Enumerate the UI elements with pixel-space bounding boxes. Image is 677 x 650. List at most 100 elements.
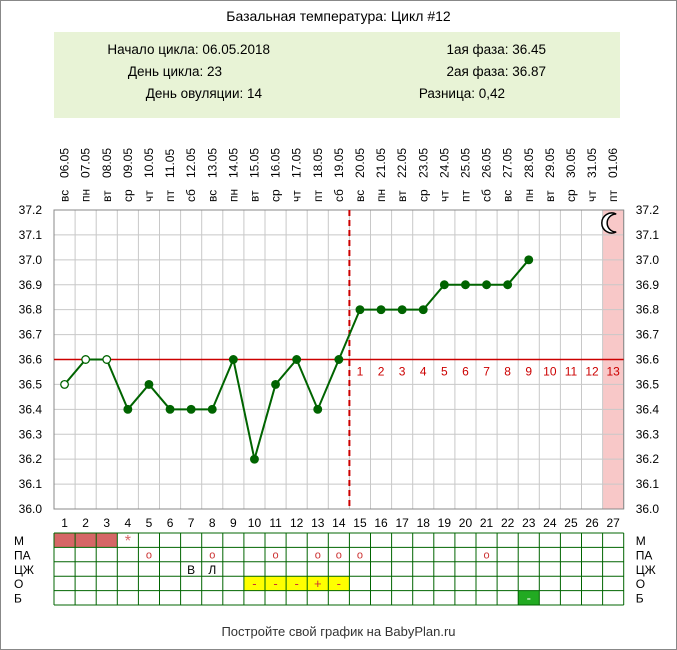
y-tick-label-right: 36.9 (636, 278, 660, 292)
day-number-label: 10 (248, 516, 262, 530)
y-tick-label-right: 36.4 (636, 402, 660, 416)
luteal-day-label: 9 (525, 365, 532, 379)
date-label: 30.05 (564, 148, 578, 178)
date-label: 20.05 (353, 148, 367, 178)
day-number-label: 2 (82, 516, 89, 530)
weekday-label: ср (416, 189, 430, 202)
y-tick-label-left: 36.0 (19, 502, 43, 516)
date-label: 12.05 (184, 148, 198, 178)
y-tick-label-right: 36.2 (636, 452, 660, 466)
b-mark: - (527, 591, 531, 606)
weekday-label: пн (226, 189, 240, 202)
luteal-day-label: 3 (399, 365, 406, 379)
row-label-left: ЦЖ (14, 563, 34, 577)
y-tick-label-right: 37.2 (636, 203, 660, 217)
weekday-label: чт (290, 190, 304, 202)
day-number-label: 1 (61, 516, 68, 530)
temperature-point (439, 280, 449, 290)
day-number-label: 25 (564, 516, 578, 530)
pa-mark: o (483, 549, 489, 561)
luteal-day-label: 2 (378, 365, 385, 379)
day-number-label: 21 (480, 516, 494, 530)
temperature-point (81, 355, 91, 364)
cz-mark: Л (208, 563, 216, 577)
temperature-point (207, 404, 217, 414)
date-label: 17.05 (290, 148, 304, 178)
date-label: 22.05 (395, 148, 409, 178)
day-number-label: 14 (332, 516, 346, 530)
weekday-label: ср (564, 189, 578, 202)
luteal-day-label: 10 (543, 365, 557, 379)
date-label: 25.05 (458, 148, 472, 178)
temperature-point (503, 280, 513, 290)
o-mark: - (273, 576, 277, 591)
date-label: 31.05 (585, 148, 599, 178)
y-tick-label-right: 37.0 (636, 253, 660, 267)
day-number-label: 19 (438, 516, 452, 530)
luteal-day-label: 6 (462, 365, 469, 379)
row-label-left: Б (14, 592, 22, 606)
y-tick-label-left: 37.1 (19, 228, 43, 242)
weekday-label: ср (269, 189, 283, 202)
temperature-point (186, 404, 196, 414)
luteal-day-label: 4 (420, 365, 427, 379)
weekday-label: чт (142, 190, 156, 202)
footer-link[interactable]: Постройте свой график на BabyPlan.ru (221, 624, 456, 639)
o-mark: - (337, 576, 341, 591)
row-label-right: ЦЖ (636, 563, 656, 577)
y-tick-label-left: 36.3 (19, 427, 43, 441)
menstruation-cell (75, 533, 97, 548)
luteal-day-label: 8 (504, 365, 511, 379)
day-number-label: 15 (353, 516, 367, 530)
weekday-label: вс (58, 190, 72, 202)
day-number-label: 18 (417, 516, 431, 530)
date-label: 28.05 (522, 148, 536, 178)
date-label: 07.05 (79, 148, 93, 178)
y-tick-label-left: 36.9 (19, 278, 43, 292)
y-tick-label-left: 37.0 (19, 253, 43, 267)
temperature-point (123, 404, 133, 414)
temperature-point (102, 355, 112, 364)
temperature-point (228, 355, 238, 364)
y-tick-label-left: 36.6 (19, 353, 43, 367)
day-number-label: 9 (230, 516, 237, 530)
temperature-point (397, 305, 407, 315)
temperature-point (165, 404, 175, 414)
weekday-label: вт (247, 190, 261, 202)
pa-mark: o (357, 549, 363, 561)
weekday-label: вс (353, 190, 367, 202)
o-mark: - (294, 576, 298, 591)
weekday-label: чт (437, 190, 451, 202)
luteal-day-label: 12 (585, 365, 599, 379)
o-mark: - (252, 576, 256, 591)
date-label: 14.05 (226, 148, 240, 178)
date-label: 09.05 (121, 148, 135, 178)
day-number-label: 8 (209, 516, 216, 530)
weekday-label: вс (205, 190, 219, 202)
date-label: 23.05 (416, 148, 430, 178)
date-label: 26.05 (480, 148, 494, 178)
temperature-point (418, 305, 428, 315)
weekday-label: пт (458, 190, 472, 202)
weekday-label: сб (480, 189, 494, 202)
weekday-label: ср (121, 189, 135, 202)
info-box: Начало цикла: 06.05.2018 День цикла: 23 … (54, 32, 620, 118)
date-label: 21.05 (374, 148, 388, 178)
pa-mark: o (209, 549, 215, 561)
row-label-right: ПА (636, 548, 653, 562)
day-number-label: 5 (146, 516, 153, 530)
weekday-label: пн (522, 189, 536, 202)
temperature-point (376, 305, 386, 315)
weekday-label: вс (501, 190, 515, 202)
b-cell (518, 590, 540, 605)
temperature-point (60, 379, 70, 389)
y-tick-label-left: 36.7 (19, 328, 43, 342)
weekday-label: сб (184, 189, 198, 202)
row-label-right: Б (636, 592, 644, 606)
luteal-day-label: 7 (483, 365, 490, 379)
date-label: 01.06 (606, 148, 620, 178)
temperature-point (144, 379, 154, 389)
o-cell (286, 576, 308, 591)
day-number-label: 3 (103, 516, 110, 530)
day-number-label: 27 (606, 516, 620, 530)
